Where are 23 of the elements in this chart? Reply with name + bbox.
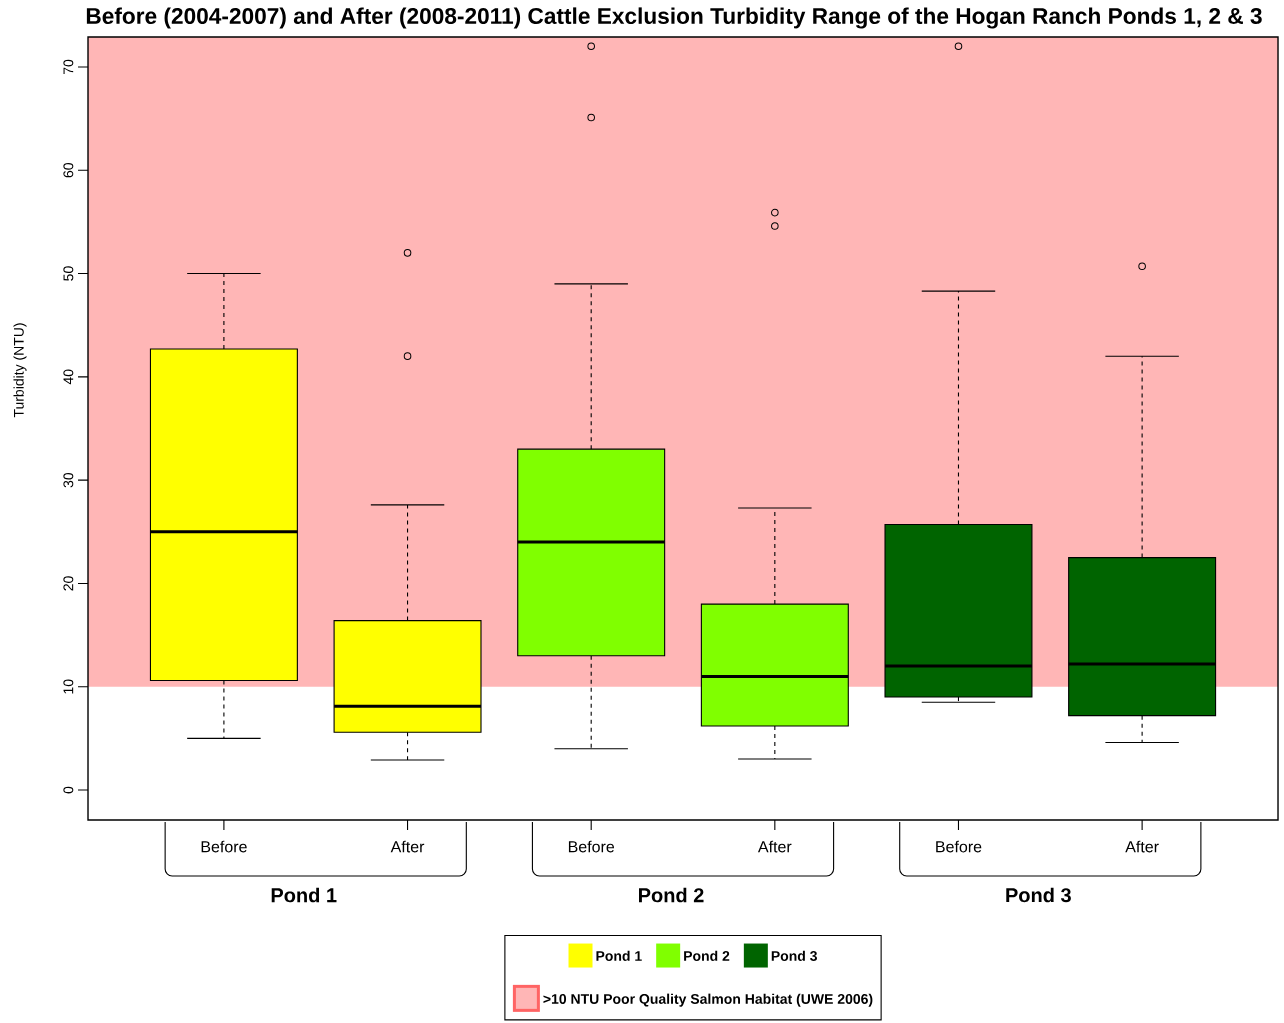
y-tick-label: 60 [63, 163, 74, 178]
y-tick-label: 40 [63, 369, 74, 385]
y-tick-label: 70 [63, 59, 74, 75]
y-tick-label: 20 [63, 576, 74, 591]
x-tick-label: Before [936, 840, 982, 853]
legend-label: Pond 1 [596, 950, 642, 961]
legend-label: Pond 2 [684, 950, 730, 961]
text: Pond 2 [639, 887, 704, 903]
text: Pond 1 [271, 887, 337, 903]
y-tick-label: 50 [63, 266, 74, 281]
legend-label: Pond 3 [771, 950, 817, 961]
y-tick-label: 0 [63, 786, 74, 794]
chart-title: Before (2004-2007) and After (2008-2011) Cattle Exclusion Turbidity Range of the Hogan Ranch Ponds 1, 2 & 3 [86, 7, 1262, 29]
x-tick-label: After [390, 840, 425, 853]
y-tick-label: 30 [63, 472, 74, 488]
x-tick-label: After [757, 840, 792, 853]
x-tick-label: Before [201, 840, 247, 853]
y-tick-label: 10 [63, 679, 74, 694]
x-tick-label: After [1125, 840, 1159, 853]
x-tick-label: Before [568, 840, 615, 853]
y-axis-title: Turbidity (NTU) [13, 323, 27, 418]
legend-label: >10 NTU Poor Quality Salmon Habitat (UWE 2006) [543, 993, 873, 1007]
text: Pond 3 [1006, 887, 1071, 903]
